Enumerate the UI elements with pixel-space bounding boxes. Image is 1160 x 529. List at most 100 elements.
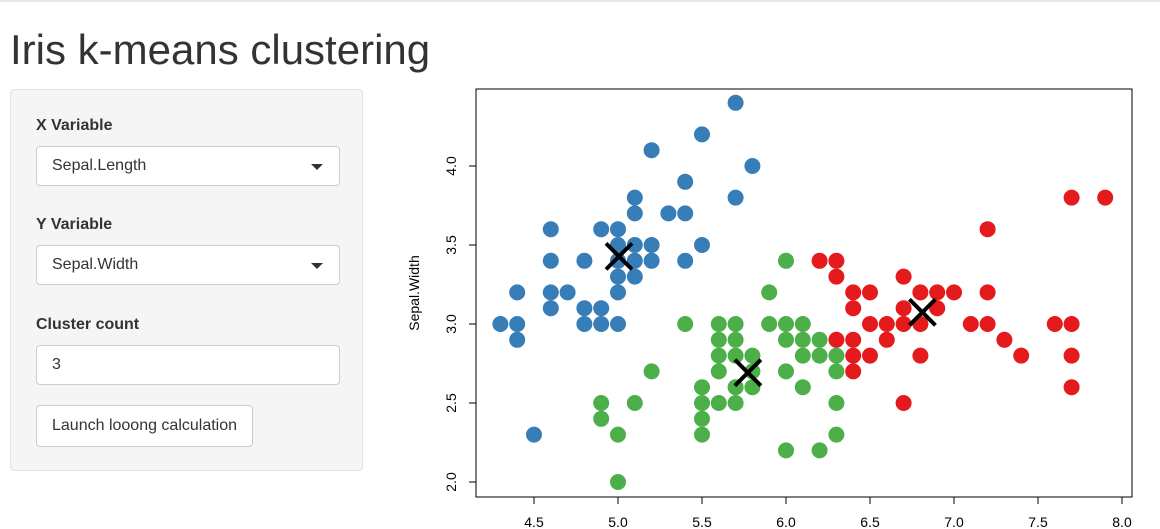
y-tick-label: 2.0 <box>443 472 459 492</box>
data-point-cluster-3 <box>929 284 946 301</box>
cluster-count-input[interactable]: 3 <box>36 345 340 385</box>
data-point-cluster-1 <box>626 189 643 206</box>
data-point-cluster-2 <box>828 347 845 364</box>
y-variable-value: Sepal.Width <box>52 256 139 273</box>
chevron-down-icon <box>311 263 323 269</box>
data-point-cluster-1 <box>643 252 660 269</box>
data-point-cluster-1 <box>744 158 761 174</box>
data-point-cluster-1 <box>593 221 610 238</box>
x-variable-select[interactable]: Sepal.Length <box>36 146 340 186</box>
data-point-cluster-1 <box>509 331 526 348</box>
data-point-cluster-2 <box>811 347 828 364</box>
data-point-cluster-1 <box>610 316 626 332</box>
data-point-cluster-1 <box>610 284 626 301</box>
data-point-cluster-2 <box>778 442 794 459</box>
data-point-cluster-2 <box>694 395 710 411</box>
data-point-cluster-3 <box>878 316 895 332</box>
cluster-count-label: Cluster count <box>36 316 140 333</box>
data-point-cluster-1 <box>509 316 526 332</box>
data-point-cluster-2 <box>778 252 794 269</box>
data-point-cluster-2 <box>794 347 811 364</box>
data-point-cluster-3 <box>828 268 845 285</box>
chevron-down-icon <box>311 164 323 170</box>
x-tick-label: 7.5 <box>1028 514 1048 529</box>
launch-calculation-button[interactable]: Launch looong calculation <box>36 405 254 447</box>
data-point-cluster-3 <box>1013 347 1030 364</box>
data-point-cluster-2 <box>727 331 744 348</box>
data-point-cluster-2 <box>811 331 828 348</box>
data-point-cluster-1 <box>576 316 593 332</box>
data-point-cluster-3 <box>1063 316 1080 332</box>
top-border <box>0 0 1160 2</box>
data-point-cluster-1 <box>542 221 559 238</box>
data-point-cluster-3 <box>895 300 912 317</box>
data-point-cluster-1 <box>677 205 694 222</box>
data-point-cluster-3 <box>912 347 929 364</box>
data-point-cluster-2 <box>778 316 794 332</box>
data-point-cluster-3 <box>1046 316 1063 332</box>
data-point-cluster-1 <box>626 252 643 269</box>
data-point-cluster-3 <box>828 252 845 269</box>
y-variable-select[interactable]: Sepal.Width <box>36 245 340 285</box>
data-point-cluster-1 <box>610 221 626 238</box>
data-point-cluster-1 <box>610 268 626 285</box>
data-point-cluster-2 <box>610 474 626 490</box>
x-tick-label: 6.5 <box>860 514 880 529</box>
sidebar-panel: X Variable Sepal.Length Y Variable Sepal… <box>10 89 363 471</box>
data-point-cluster-3 <box>979 316 996 332</box>
data-point-cluster-1 <box>542 300 559 317</box>
data-point-cluster-2 <box>778 363 794 380</box>
data-point-cluster-2 <box>761 316 778 332</box>
data-point-cluster-2 <box>828 363 845 380</box>
data-point-cluster-2 <box>643 363 660 380</box>
data-point-cluster-3 <box>845 331 862 348</box>
data-point-cluster-1 <box>593 300 610 317</box>
x-variable-value: Sepal.Length <box>52 157 147 174</box>
cluster-center-marker <box>604 241 634 271</box>
data-point-cluster-1 <box>593 316 610 332</box>
data-point-cluster-2 <box>727 316 744 332</box>
y-tick-label: 3.5 <box>443 235 459 255</box>
y-tick-label: 4.0 <box>443 156 459 176</box>
data-point-cluster-2 <box>694 410 710 427</box>
y-axis-label: Sepal.Width <box>406 255 422 330</box>
data-point-cluster-1 <box>694 126 710 143</box>
data-point-cluster-1 <box>542 284 559 301</box>
data-point-cluster-2 <box>727 395 744 411</box>
data-point-cluster-1 <box>643 237 660 253</box>
x-tick-label: 7.0 <box>944 514 964 529</box>
data-point-cluster-3 <box>845 284 862 301</box>
data-point-cluster-3 <box>946 284 962 301</box>
data-point-cluster-3 <box>828 331 845 348</box>
data-point-cluster-1 <box>626 205 643 222</box>
data-point-cluster-1 <box>626 237 643 253</box>
x-tick-label: 8.0 <box>1112 514 1132 529</box>
data-point-cluster-2 <box>828 426 845 443</box>
data-point-cluster-3 <box>895 268 912 285</box>
data-point-cluster-1 <box>509 284 526 301</box>
data-point-cluster-3 <box>895 395 912 411</box>
cluster-center-marker <box>908 297 937 327</box>
x-tick-label: 5.5 <box>692 514 712 529</box>
data-point-cluster-2 <box>593 410 610 427</box>
data-point-cluster-3 <box>895 316 912 332</box>
data-point-cluster-2 <box>710 363 727 380</box>
data-point-cluster-2 <box>610 426 626 443</box>
data-point-cluster-3 <box>996 331 1013 348</box>
data-point-cluster-1 <box>677 173 694 190</box>
page-title: Iris k-means clustering <box>10 26 431 73</box>
cluster-center-marker <box>733 358 763 388</box>
data-point-cluster-2 <box>626 395 643 411</box>
x-variable-label: X Variable <box>36 117 113 134</box>
data-point-cluster-2 <box>710 331 727 348</box>
data-point-cluster-1 <box>576 300 593 317</box>
data-point-cluster-2 <box>794 331 811 348</box>
data-point-cluster-2 <box>710 316 727 332</box>
data-point-cluster-2 <box>677 316 694 332</box>
data-point-cluster-3 <box>1097 189 1114 206</box>
y-tick-label: 3.0 <box>443 314 459 334</box>
data-point-cluster-2 <box>778 331 794 348</box>
data-point-cluster-3 <box>845 363 862 380</box>
data-point-cluster-2 <box>794 316 811 332</box>
